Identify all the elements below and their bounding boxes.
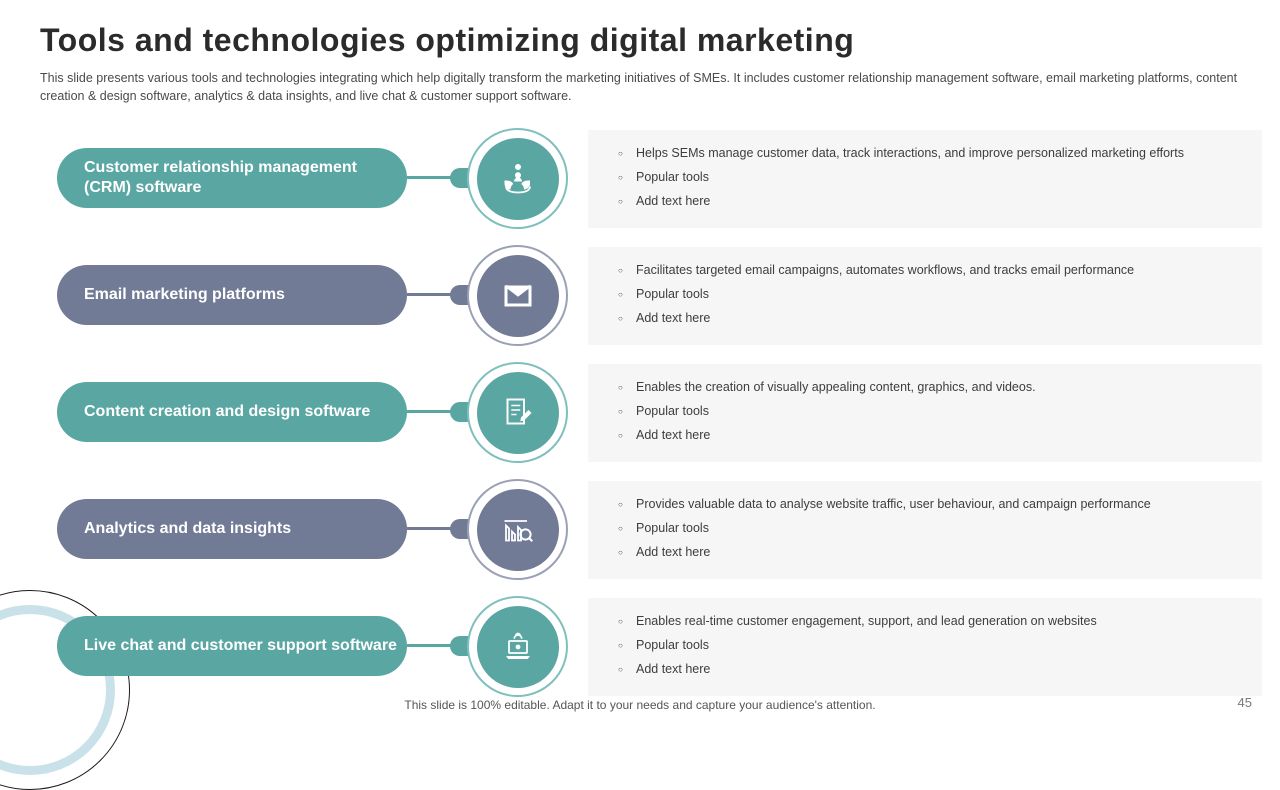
info-panel-livechat: Enables real-time customer engagement, s… <box>588 598 1262 696</box>
bullet-list-livechat: Enables real-time customer engagement, s… <box>588 598 1262 693</box>
email-icon <box>500 278 536 314</box>
icon-ring-email <box>467 245 568 346</box>
info-panel-email: Facilitates targeted email campaigns, au… <box>588 247 1262 345</box>
bullet-list-content: Enables the creation of visually appeali… <box>588 364 1262 459</box>
laptop-chat-icon <box>500 629 536 665</box>
row-livechat: Live chat and customer support software … <box>40 596 1240 697</box>
crm-icon <box>500 161 536 197</box>
label-pill-livechat[interactable]: Live chat and customer support software <box>57 616 407 676</box>
page-title: Tools and technologies optimizing digita… <box>40 22 1240 59</box>
icon-ring-crm <box>467 128 568 229</box>
page-subtitle: This slide presents various tools and te… <box>40 69 1240 105</box>
icon-circle-livechat[interactable] <box>477 606 559 688</box>
info-panel-analytics: Provides valuable data to analyse websit… <box>588 481 1262 579</box>
row-crm: Customer relationship management (CRM) s… <box>40 128 1240 229</box>
icon-ring-livechat <box>467 596 568 697</box>
icon-circle-content[interactable] <box>477 372 559 454</box>
bullet-list-email: Facilitates targeted email campaigns, au… <box>588 247 1262 342</box>
icon-circle-analytics[interactable] <box>477 489 559 571</box>
bullet-list-analytics: Provides valuable data to analyse websit… <box>588 481 1262 576</box>
tools-list: Customer relationship management (CRM) s… <box>40 128 1240 713</box>
row-content: Content creation and design software Ena… <box>40 362 1240 463</box>
slide-header: Tools and technologies optimizing digita… <box>0 0 1280 105</box>
icon-circle-email[interactable] <box>477 255 559 337</box>
icon-ring-content <box>467 362 568 463</box>
footer-note: This slide is 100% editable. Adapt it to… <box>0 698 1280 712</box>
row-email: Email marketing platforms Facilitates ta… <box>40 245 1240 346</box>
icon-ring-analytics <box>467 479 568 580</box>
info-panel-content: Enables the creation of visually appeali… <box>588 364 1262 462</box>
icon-circle-crm[interactable] <box>477 138 559 220</box>
label-pill-crm[interactable]: Customer relationship management (CRM) s… <box>57 148 407 208</box>
row-analytics: Analytics and data insights Provides val… <box>40 479 1240 580</box>
label-pill-email[interactable]: Email marketing platforms <box>57 265 407 325</box>
page-number: 45 <box>1238 695 1252 710</box>
label-pill-content[interactable]: Content creation and design software <box>57 382 407 442</box>
document-edit-icon <box>500 395 536 431</box>
info-panel-crm: Helps SEMs manage customer data, track i… <box>588 130 1262 228</box>
bullet-list-crm: Helps SEMs manage customer data, track i… <box>588 130 1262 225</box>
label-pill-analytics[interactable]: Analytics and data insights <box>57 499 407 559</box>
analytics-icon <box>500 512 536 548</box>
